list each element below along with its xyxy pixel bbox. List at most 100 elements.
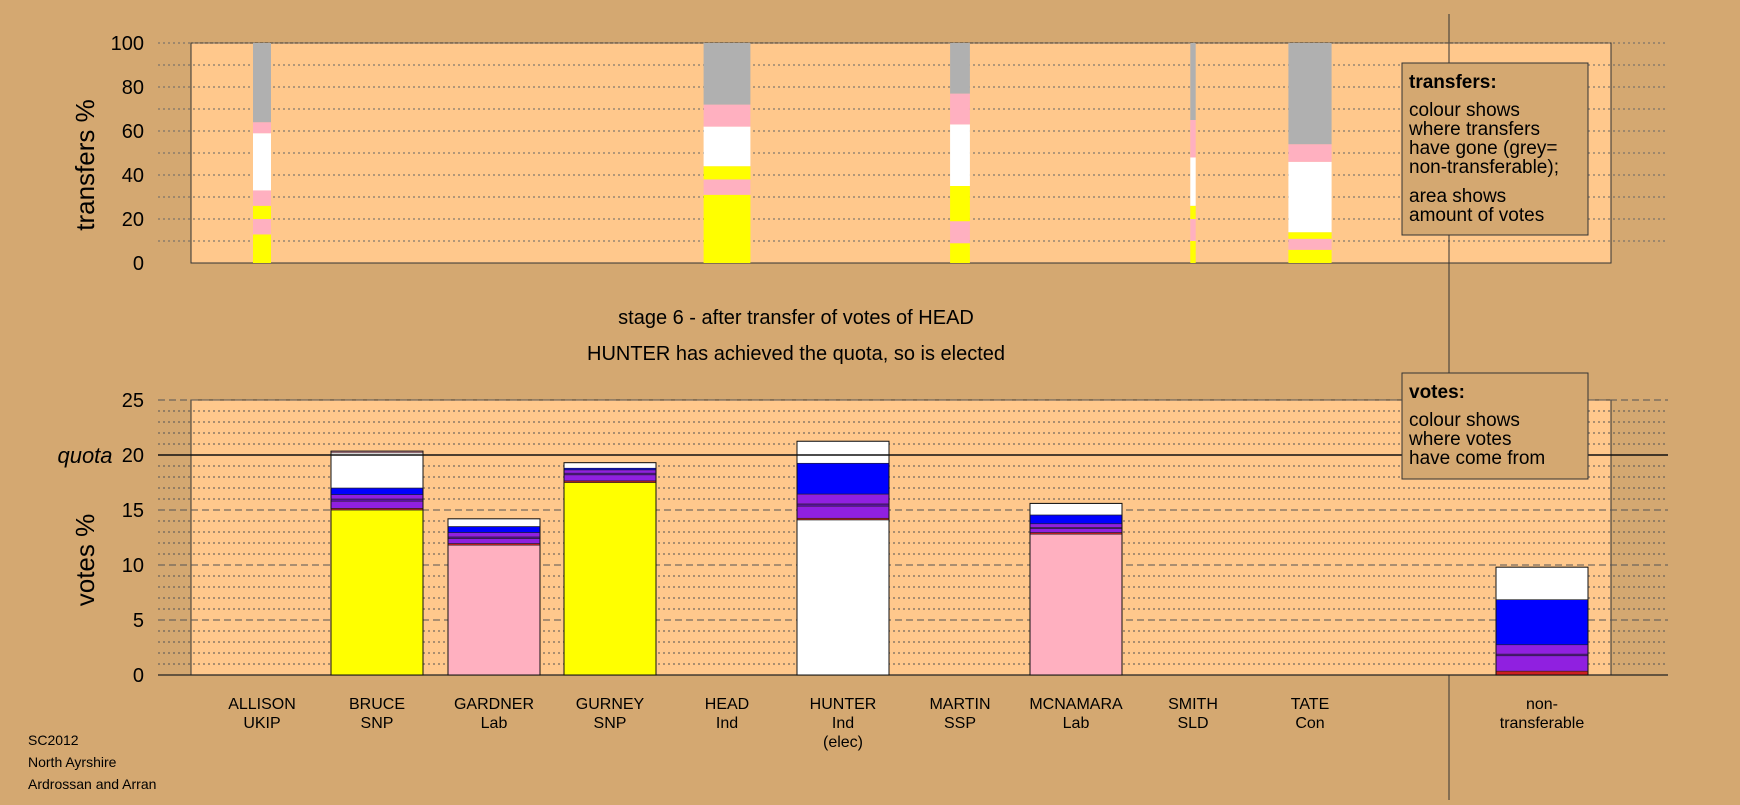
transfer-segment — [1190, 120, 1196, 158]
votes-legend-line: have come from — [1409, 448, 1545, 469]
votes-y-tick-label: 0 — [133, 665, 144, 687]
vote-segment — [330, 487, 424, 495]
candidate-label: HUNTER — [810, 696, 877, 713]
transfer-segment — [253, 133, 271, 191]
candidate-label: Con — [1295, 715, 1324, 732]
candidate-label: transferable — [1500, 715, 1585, 732]
transfer-segment — [253, 234, 271, 263]
transfers-gridlines — [158, 42, 1668, 242]
transfers-y-tick-label: 80 — [122, 77, 144, 99]
vote-segment — [447, 518, 541, 527]
vote-segment — [447, 544, 541, 676]
transfer-segment — [950, 43, 970, 94]
vote-segment — [563, 474, 657, 482]
votes-y-tick-label: 25 — [122, 390, 144, 412]
candidate-label: MCNAMARA — [1029, 696, 1123, 713]
transfer-segment — [703, 194, 751, 263]
candidate-label: HEAD — [705, 696, 749, 713]
transfers-bars — [253, 43, 1332, 263]
candidate-label: (elec) — [823, 734, 863, 751]
transfer-segment — [1190, 205, 1196, 219]
vote-segment — [1029, 528, 1123, 533]
quota-label: quota — [57, 443, 112, 468]
transfers-legend-box — [1401, 62, 1589, 236]
candidate-label: Lab — [1063, 715, 1090, 732]
vote-segment — [1495, 644, 1589, 655]
transfer-segment — [253, 219, 271, 235]
vote-segment — [330, 494, 424, 500]
transfer-segment — [1190, 241, 1196, 263]
votes-y-axis-title: votes % — [70, 514, 100, 607]
candidate-labels: ALLISON UKIP BRUCE SNP GARDNER Lab GURNEY SNP HE… — [228, 696, 1584, 751]
transfer-segment — [703, 166, 751, 180]
votes-legend-box — [1401, 372, 1589, 480]
transfer-segment — [703, 179, 751, 195]
stage-heading: stage 6 - after transfer of votes of HEA… — [618, 307, 974, 329]
votes-panel: 0 5 10 15 20 25 quota votes % ALLISON UKIP BRUC… — [57, 390, 1668, 751]
candidate-label: SMITH — [1168, 696, 1218, 713]
votes-plot-area — [190, 399, 1612, 676]
transfers-y-ticks: 0 20 40 60 80 100 — [111, 33, 144, 275]
vote-segment — [1495, 670, 1589, 676]
candidate-label: GURNEY — [576, 696, 645, 713]
vote-segment — [796, 519, 890, 676]
candidate-label: Ind — [832, 715, 854, 732]
transfer-segment — [1190, 219, 1196, 241]
candidate-label: UKIP — [243, 715, 280, 732]
transfers-y-tick-label: 40 — [122, 165, 144, 187]
transfer-segment — [1288, 43, 1332, 145]
transfer-segment — [950, 124, 970, 186]
transfer-segment — [703, 104, 751, 127]
vote-segment — [330, 498, 424, 502]
transfer-segment — [1288, 232, 1332, 239]
transfer-segment — [950, 221, 970, 244]
candidate-label: TATE — [1291, 696, 1330, 713]
vote-segment — [447, 538, 541, 544]
transfers-legend-line: colour shows — [1409, 100, 1520, 121]
vote-segment — [1495, 566, 1589, 600]
votes-y-tick-label: 10 — [122, 555, 144, 577]
vote-segment — [1029, 514, 1123, 525]
transfers-y-tick-label: 0 — [133, 253, 144, 275]
votes-legend: votes: colour shows where votes have com… — [1401, 372, 1589, 480]
votes-legend-line: where votes — [1408, 429, 1511, 450]
candidate-label: Ind — [716, 715, 738, 732]
transfer-segment — [253, 43, 271, 123]
candidate-label: Lab — [481, 715, 508, 732]
transfers-legend-line: amount of votes — [1409, 205, 1544, 226]
transfer-segment — [253, 205, 271, 219]
votes-y-tick-label: 15 — [122, 500, 144, 522]
vote-segment — [1029, 503, 1123, 516]
vote-bar-outline — [330, 450, 424, 676]
candidate-label: SLD — [1177, 715, 1208, 732]
transfer-segment — [703, 43, 751, 105]
votes-bars — [158, 440, 1668, 676]
transfer-segment — [1190, 157, 1196, 206]
transfer-segment — [703, 126, 751, 167]
vote-segment — [796, 505, 890, 519]
vote-segment — [330, 500, 424, 509]
transfers-y-tick-label: 20 — [122, 209, 144, 231]
votes-y-ticks: 0 5 10 15 20 25 — [122, 390, 144, 687]
footer-line-2: North Ayrshire — [28, 754, 117, 770]
vote-bar-outline — [563, 462, 657, 676]
vote-segment — [1495, 599, 1589, 646]
vote-segment — [796, 503, 890, 507]
vote-segment — [563, 462, 657, 469]
candidate-label: GARDNER — [454, 696, 534, 713]
transfers-legend: transfers: colour shows where transfers … — [1401, 62, 1589, 236]
vote-segment — [447, 532, 541, 538]
transfer-segment — [253, 122, 271, 134]
vote-segment — [796, 440, 890, 464]
vote-segment — [1029, 533, 1123, 676]
candidate-label: BRUCE — [349, 696, 405, 713]
transfer-segment — [950, 93, 970, 125]
transfer-segment — [950, 186, 970, 222]
votes-legend-line: colour shows — [1409, 410, 1520, 431]
vote-segment — [1495, 655, 1589, 672]
footer-line-3: Ardrossan and Arran — [28, 776, 156, 792]
vote-segment — [563, 469, 657, 474]
transfers-legend-line: area shows — [1409, 186, 1506, 207]
transfer-segment — [1288, 161, 1332, 233]
vote-bar-outline — [1495, 566, 1589, 676]
